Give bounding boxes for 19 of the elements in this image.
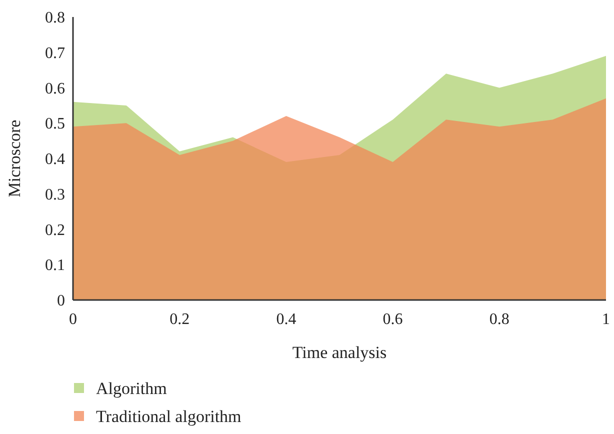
x-tick-label: 0 bbox=[69, 311, 77, 328]
y-tick-label: 0.2 bbox=[45, 222, 65, 239]
y-axis-title: Microscore bbox=[5, 120, 24, 198]
y-tick-label: 0.5 bbox=[45, 116, 65, 133]
x-tick-label: 0.8 bbox=[489, 311, 510, 328]
y-tick-label: 0.7 bbox=[45, 44, 65, 62]
y-tick-label: 0.1 bbox=[45, 257, 65, 274]
y-tick-label: 0.6 bbox=[45, 80, 65, 98]
legend-label: Traditional algorithm bbox=[96, 406, 242, 426]
y-tick-label: 0.4 bbox=[45, 151, 65, 168]
x-axis-title: Time analysis bbox=[292, 343, 387, 362]
y-tick-label: 0.3 bbox=[45, 186, 65, 204]
y-tick-label: 0.8 bbox=[45, 10, 65, 27]
x-tick-label: 0.2 bbox=[170, 311, 190, 328]
x-tick-label: 0.4 bbox=[276, 311, 296, 328]
x-tick-label: 0.6 bbox=[382, 311, 403, 328]
y-tick-label: 0 bbox=[57, 292, 65, 310]
x-tick-label: 1 bbox=[602, 311, 610, 328]
legend-label: Algorithm bbox=[96, 378, 167, 398]
